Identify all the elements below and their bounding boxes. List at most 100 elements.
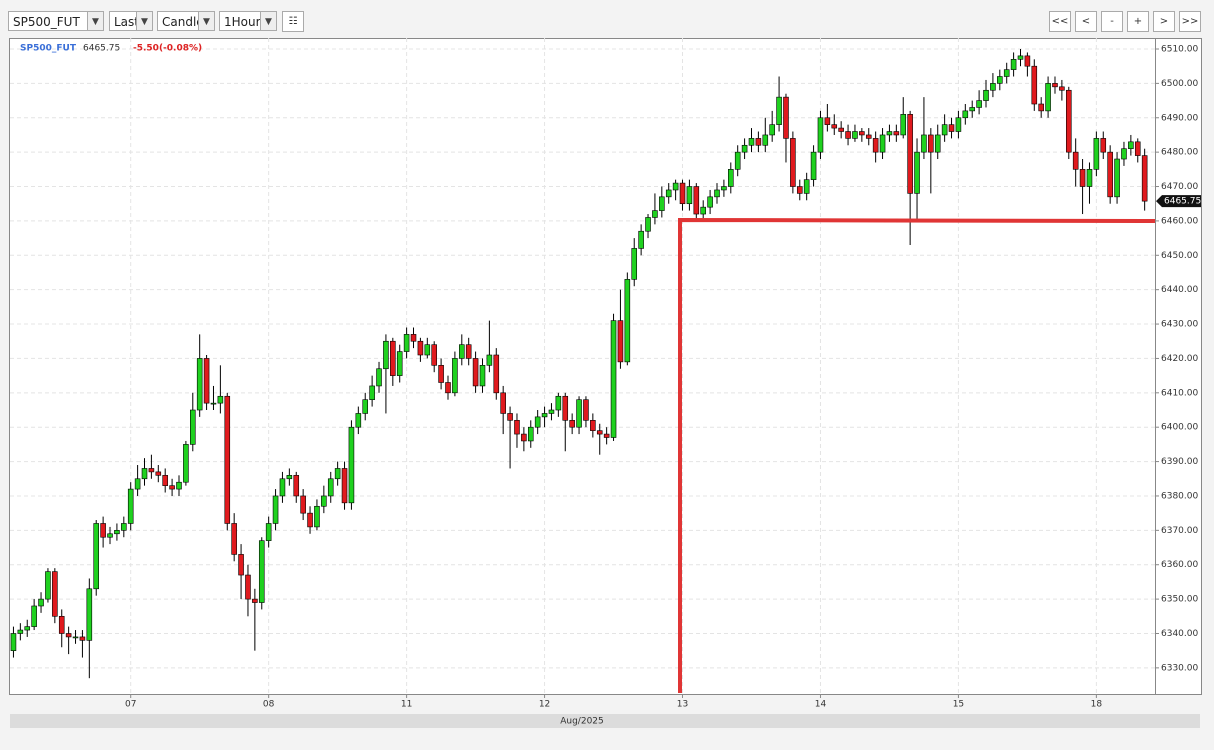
candle-body — [45, 571, 51, 600]
candle-body — [1100, 138, 1107, 153]
candle-body — [810, 151, 817, 180]
candle-body — [355, 413, 362, 428]
candle-body — [838, 127, 844, 132]
candle-body — [383, 340, 389, 370]
nav-button[interactable]: > — [1153, 11, 1175, 32]
candle-body — [465, 344, 472, 359]
candle-body — [865, 134, 872, 139]
candle-body — [362, 399, 369, 414]
dropdown-arrow[interactable]: ▼ — [260, 12, 276, 30]
candle-body — [1024, 55, 1031, 67]
settings-button[interactable]: ☷ — [282, 11, 304, 32]
candle-body — [665, 189, 672, 198]
candle-body — [1038, 103, 1044, 112]
nav-button[interactable]: << — [1049, 11, 1071, 32]
price-type: Last — [114, 15, 139, 29]
candle-body — [776, 96, 782, 125]
candle-body — [652, 210, 658, 218]
candle-body — [914, 151, 920, 194]
candle-body — [162, 475, 168, 486]
candle-body — [1052, 83, 1058, 88]
price-tag — [1156, 195, 1201, 208]
candle-body — [486, 354, 493, 366]
annotation-line — [678, 217, 1156, 693]
candle-body — [10, 633, 17, 651]
candle-body — [369, 385, 375, 400]
candle-body — [86, 588, 93, 641]
candle-body — [231, 523, 237, 555]
x-tick-label: 15 — [953, 700, 964, 710]
style-select[interactable]: Candle ▼ — [157, 11, 215, 31]
candle-body — [907, 114, 913, 194]
candle-body — [969, 107, 975, 112]
scrollbar[interactable] — [10, 714, 1200, 728]
y-tick-label: 6340.00 — [1161, 629, 1198, 639]
y-tick-label: 6390.00 — [1161, 457, 1198, 467]
candle-body — [258, 540, 265, 603]
candle-body — [707, 196, 713, 208]
chart-frame — [9, 38, 1202, 695]
candle-body — [238, 554, 244, 576]
dropdown-arrow[interactable]: ▼ — [198, 12, 214, 30]
nav-button[interactable]: - — [1101, 11, 1123, 32]
candle-body — [148, 468, 155, 473]
candle-body — [1121, 148, 1127, 160]
y-tick-label: 6330.00 — [1161, 663, 1198, 673]
candle-body — [1086, 169, 1093, 187]
candle-body — [217, 395, 224, 404]
candle-body — [679, 182, 686, 205]
y-tick-label: 6480.00 — [1161, 148, 1198, 158]
candle-body — [183, 444, 189, 483]
y-tick-label: 6510.00 — [1161, 45, 1198, 55]
candle-body — [955, 117, 962, 132]
candle-body — [452, 358, 458, 394]
candle-body — [783, 96, 789, 139]
y-tick-label: 6460.00 — [1161, 216, 1198, 226]
candle-body — [921, 134, 927, 153]
candle-body — [190, 409, 196, 445]
candle-body — [1141, 155, 1148, 202]
candle-body — [721, 186, 727, 191]
candle-body — [224, 395, 231, 524]
candle-body — [583, 399, 589, 421]
candle-body — [852, 131, 858, 139]
candle-body — [265, 523, 272, 541]
candle-body — [728, 169, 734, 187]
candle-body — [1045, 83, 1051, 112]
symbol-select[interactable]: SP500_FUT ▼ — [8, 11, 104, 31]
price-type-select[interactable]: Last ▼ — [109, 11, 153, 31]
interval: 1Hour — [224, 15, 261, 29]
candle-body — [893, 131, 900, 136]
candle-body — [617, 320, 624, 363]
candle-body — [507, 413, 513, 421]
candle-body — [803, 179, 810, 194]
candle-body — [976, 100, 982, 108]
candle-body — [500, 392, 506, 414]
candle-body — [327, 478, 334, 497]
candle-body — [741, 144, 748, 153]
dropdown-arrow[interactable]: ▼ — [87, 12, 103, 30]
candle-body — [845, 131, 851, 139]
candle-body — [569, 420, 575, 428]
candle-body — [541, 413, 548, 418]
candle-body — [410, 334, 417, 342]
candle-body — [1059, 86, 1065, 91]
candle-body — [79, 636, 86, 641]
interval-select[interactable]: 1Hour ▼ — [219, 11, 277, 31]
nav-button[interactable]: >> — [1179, 11, 1201, 32]
candle-body — [941, 124, 948, 136]
y-tick-label: 6440.00 — [1161, 285, 1198, 295]
dropdown-arrow[interactable]: ▼ — [136, 12, 152, 30]
candle-body — [1107, 151, 1113, 198]
candle-body — [1072, 151, 1079, 170]
candle-body — [686, 186, 693, 205]
candle-body — [596, 430, 603, 435]
candle-body — [859, 131, 865, 136]
nav-button[interactable]: < — [1075, 11, 1097, 32]
nav-button[interactable]: + — [1127, 11, 1149, 32]
candle-body — [431, 344, 437, 366]
candle-body — [176, 481, 182, 490]
candle-body — [1093, 138, 1100, 170]
